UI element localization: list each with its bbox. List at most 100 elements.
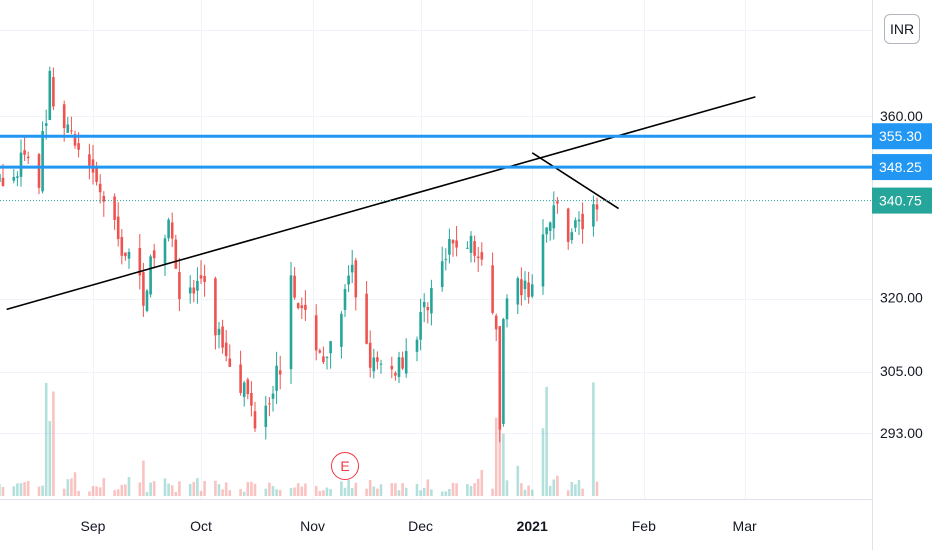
candle-body — [293, 275, 296, 298]
volume-bar — [296, 483, 300, 496]
candle-body — [253, 411, 257, 429]
trendline[interactable] — [6, 96, 756, 311]
candle-body — [77, 143, 80, 150]
candle-body — [167, 219, 170, 239]
volume-bar — [44, 382, 48, 496]
price-tick-label: 320.00 — [880, 289, 923, 305]
volume-bar — [142, 460, 145, 496]
candle-body — [322, 356, 325, 363]
volume-bar — [174, 491, 178, 496]
volume-bar — [476, 478, 480, 496]
candle-body — [73, 134, 77, 146]
candle-body — [152, 250, 156, 259]
volume-bar — [250, 481, 253, 496]
volume-bar — [595, 481, 599, 496]
candle-body — [163, 238, 167, 264]
price-axis[interactable]: 360.00 320.00 305.00 293.00 — [880, 108, 923, 441]
volume-bar — [70, 478, 73, 496]
candle-body — [548, 222, 552, 231]
time-tick-label: Oct — [190, 518, 212, 534]
volume-bar — [77, 490, 80, 496]
candle-body — [239, 364, 242, 393]
candle-body — [430, 288, 433, 314]
volume-bar — [19, 483, 23, 496]
candles — [0, 66, 599, 443]
volume-bar — [448, 488, 451, 496]
volume-bar — [152, 481, 156, 496]
trendline[interactable] — [531, 152, 620, 210]
volume-bar — [480, 470, 484, 496]
earnings-marker-icon[interactable]: E — [331, 452, 359, 480]
candle-body — [527, 282, 530, 298]
price-tag — [872, 187, 932, 214]
time-tick-label: Mar — [733, 518, 757, 534]
candle-body — [552, 205, 556, 229]
candle-body — [304, 304, 307, 310]
candle-body — [494, 315, 498, 330]
candle-body — [419, 312, 422, 340]
candle-body — [491, 265, 494, 313]
candle-body — [415, 339, 419, 352]
volume-bar — [376, 488, 379, 496]
volume-bar — [98, 487, 102, 496]
volume-bar — [469, 486, 473, 496]
volume-bar — [239, 489, 242, 496]
candle-body — [1, 177, 5, 186]
time-tick-label: 2021 — [517, 518, 548, 534]
candle-body — [88, 154, 91, 166]
candle-body — [505, 298, 509, 320]
volume-bar — [224, 482, 228, 496]
volume-bar — [365, 488, 368, 496]
candle-body — [368, 342, 372, 368]
volume-bar — [494, 417, 498, 496]
candle-body — [296, 303, 300, 309]
volume-bar — [214, 480, 217, 496]
volume-bar — [552, 479, 556, 496]
candle-body — [12, 176, 16, 181]
volume-bar — [350, 488, 354, 496]
volume-bar — [314, 485, 318, 496]
volume-bar — [242, 491, 246, 496]
candle-body — [224, 342, 228, 357]
volume-bar — [293, 487, 296, 496]
volume-bar — [300, 486, 304, 496]
candle-body — [37, 154, 41, 188]
horizontal-levels[interactable] — [0, 134, 872, 202]
volume-bar — [170, 485, 174, 496]
volume-bar — [228, 490, 232, 496]
candle-body — [498, 326, 502, 430]
candle-body — [149, 256, 152, 295]
volume-bar — [188, 483, 192, 496]
volume-bar — [466, 484, 469, 496]
candle-body — [545, 227, 548, 235]
volume-bar — [196, 478, 199, 496]
time-axis[interactable]: Sep Oct Nov Dec 2021 Feb Mar — [81, 518, 757, 534]
candle-body — [170, 222, 174, 239]
candle-body — [188, 287, 192, 294]
volume-bar — [178, 481, 181, 496]
candle-body — [275, 365, 278, 391]
candle-body — [26, 156, 30, 159]
volume-bar — [271, 486, 275, 496]
volume-bar — [203, 480, 206, 496]
candle-body — [278, 370, 282, 375]
candle-body — [62, 104, 66, 129]
candle-body — [318, 350, 322, 353]
candle-body — [113, 196, 116, 220]
volume-bar — [278, 490, 282, 496]
currency-badge[interactable]: INR — [884, 14, 920, 44]
candle-body — [289, 275, 293, 370]
volume-bar — [0, 484, 1, 496]
candle-body — [480, 252, 484, 260]
candle-body — [127, 251, 131, 259]
volume-bar — [397, 490, 401, 496]
volume-bar — [473, 483, 476, 496]
volume-bar — [566, 490, 570, 496]
price-tag — [872, 123, 932, 150]
trendlines[interactable] — [6, 96, 756, 311]
candle-body — [264, 405, 268, 427]
volume-bar — [88, 491, 91, 496]
candle-body — [203, 275, 206, 282]
